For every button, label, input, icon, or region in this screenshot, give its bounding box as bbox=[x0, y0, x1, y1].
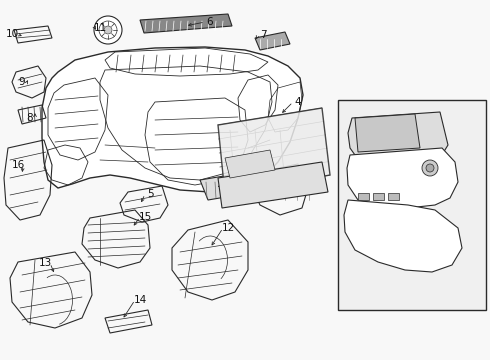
Circle shape bbox=[422, 160, 438, 176]
Polygon shape bbox=[348, 112, 448, 168]
Polygon shape bbox=[140, 14, 232, 33]
Circle shape bbox=[104, 26, 112, 34]
Circle shape bbox=[94, 16, 122, 44]
Polygon shape bbox=[355, 114, 420, 152]
Polygon shape bbox=[218, 108, 330, 195]
Text: 14: 14 bbox=[133, 295, 147, 305]
Polygon shape bbox=[42, 47, 303, 192]
Circle shape bbox=[99, 21, 117, 39]
Polygon shape bbox=[347, 148, 458, 208]
Bar bbox=[388, 193, 399, 200]
Text: 12: 12 bbox=[221, 223, 235, 233]
Polygon shape bbox=[255, 32, 290, 50]
Polygon shape bbox=[344, 200, 462, 272]
Polygon shape bbox=[225, 150, 275, 178]
Text: 4: 4 bbox=[294, 97, 301, 107]
Bar bbox=[373, 193, 384, 200]
Text: 11: 11 bbox=[94, 23, 107, 33]
Text: 2: 2 bbox=[281, 188, 287, 198]
Polygon shape bbox=[200, 172, 255, 200]
Circle shape bbox=[426, 164, 434, 172]
Text: 16: 16 bbox=[11, 160, 24, 170]
Bar bbox=[338, 100, 486, 310]
Text: 1: 1 bbox=[377, 108, 383, 118]
Text: 15: 15 bbox=[138, 212, 151, 222]
Text: 10: 10 bbox=[5, 29, 19, 39]
Text: 3: 3 bbox=[229, 178, 235, 188]
Text: 8: 8 bbox=[26, 113, 33, 123]
Text: 13: 13 bbox=[38, 258, 51, 268]
Text: 5: 5 bbox=[147, 189, 153, 199]
Bar bbox=[358, 193, 369, 200]
Text: 7: 7 bbox=[260, 30, 266, 40]
Text: 9: 9 bbox=[19, 77, 25, 87]
Polygon shape bbox=[218, 162, 328, 208]
Text: 6: 6 bbox=[207, 17, 213, 27]
